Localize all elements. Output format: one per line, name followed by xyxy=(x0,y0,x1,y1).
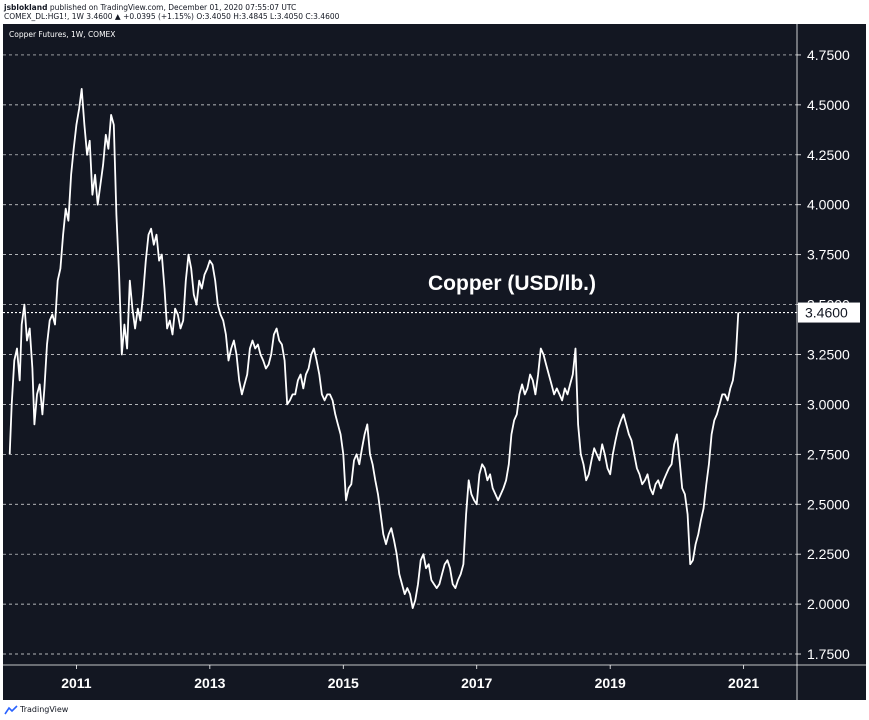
y-tick-label: 2.7500 xyxy=(807,446,850,462)
x-tick-label: 2017 xyxy=(461,675,492,691)
y-tick-label: 4.5000 xyxy=(807,97,850,113)
y-tick-label: 1.7500 xyxy=(807,646,850,662)
y-tick-label: 3.2500 xyxy=(807,346,850,362)
chart-plot-area[interactable] xyxy=(3,24,866,700)
symbol-quote-line: COMEX_DL:HG1!, 1W 3.4600 ▲ +0.0395 (+1.1… xyxy=(4,12,340,21)
y-tick-label: 4.2500 xyxy=(807,147,850,163)
publish-info: jsblokland published on TradingView.com,… xyxy=(4,3,296,12)
y-tick-label: 4.7500 xyxy=(807,47,850,63)
chart-header: jsblokland published on TradingView.com,… xyxy=(0,0,869,24)
last-price-box xyxy=(798,302,860,323)
chart-title: Copper (USD/lb.) xyxy=(428,272,596,295)
x-tick-label: 2013 xyxy=(194,675,225,691)
y-tick-label: 3.7500 xyxy=(807,247,850,263)
instrument-label: Copper Futures, 1W, COMEX xyxy=(9,30,116,39)
y-tick-label: 2.5000 xyxy=(807,496,850,512)
y-tick-label: 2.0000 xyxy=(807,596,850,612)
y-tick-label: 3.0000 xyxy=(807,396,850,412)
x-tick-label: 2015 xyxy=(328,675,359,691)
chart-footer: TradingView xyxy=(0,700,869,720)
x-tick-label: 2021 xyxy=(728,675,759,691)
y-tick-label: 2.2500 xyxy=(807,546,850,562)
y-tick-label: 4.0000 xyxy=(807,197,850,213)
x-tick-label: 2019 xyxy=(595,675,626,691)
tradingview-logo-icon[interactable] xyxy=(4,705,18,715)
tradingview-brand[interactable]: TradingView xyxy=(20,705,69,714)
last-price-label: 3.4600 xyxy=(805,305,848,321)
publisher-name[interactable]: jsblokland xyxy=(4,3,48,12)
publish-date: published on TradingView.com, December 0… xyxy=(49,3,297,12)
x-tick-label: 2011 xyxy=(61,675,92,691)
price-line xyxy=(8,88,740,609)
